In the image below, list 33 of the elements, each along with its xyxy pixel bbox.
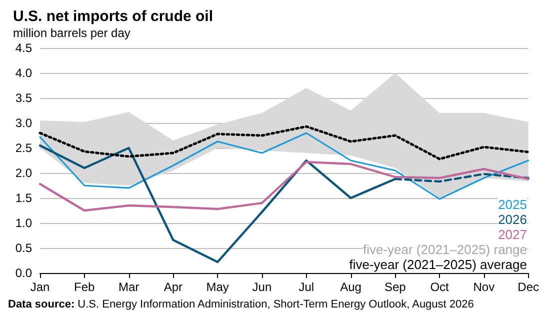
- y-tick-label: 1.5: [15, 191, 32, 205]
- x-tick-label: Sep: [384, 280, 406, 294]
- y-tick-label: 3.5: [15, 91, 32, 105]
- text: 2026: [498, 212, 527, 227]
- line-series: [38, 160, 530, 212]
- x-tick-label: Oct: [430, 280, 450, 294]
- x-tick-label: Jun: [252, 280, 272, 294]
- x-tick-label: Aug: [340, 280, 362, 294]
- y-tick-label: 4.5: [15, 41, 32, 55]
- x-tick-label: Dec: [518, 280, 539, 294]
- x-tick-label: Mar: [118, 280, 140, 294]
- y-tick-label: 4.0: [15, 66, 32, 80]
- y-tick-label: 0.0: [15, 266, 32, 280]
- line-series: [38, 125, 530, 160]
- y-tick-label: 2.0: [15, 166, 32, 180]
- chart-subtitle: million barrels per day: [13, 26, 130, 40]
- series-label: 2025: [498, 197, 527, 212]
- x-tick-label: May: [206, 280, 229, 294]
- annotation: five-year (2021–2025) range: [362, 242, 528, 257]
- y-tick-label: 3.0: [15, 116, 32, 130]
- x-tick-label: Feb: [74, 280, 96, 294]
- line-series: [39, 132, 530, 200]
- y-tick-label: 0.5: [15, 241, 32, 255]
- x-tick-label: Apr: [164, 280, 183, 294]
- y-tick-label: 1.0: [15, 216, 32, 230]
- chart-title: U.S. net imports of crude oil: [13, 8, 214, 25]
- text: 2027: [498, 227, 527, 242]
- text: five-year (2021–2025) average: [349, 257, 527, 272]
- source-note: Data source: U.S. Energy Information Administration, Short-Term Energy Outlook, August 2026: [8, 298, 474, 310]
- y-tick-label: 2.5: [15, 141, 32, 155]
- x-tick-label: Jan: [30, 280, 50, 294]
- x-tick-label: Jul: [298, 280, 314, 294]
- x-tick-label: Nov: [473, 280, 495, 294]
